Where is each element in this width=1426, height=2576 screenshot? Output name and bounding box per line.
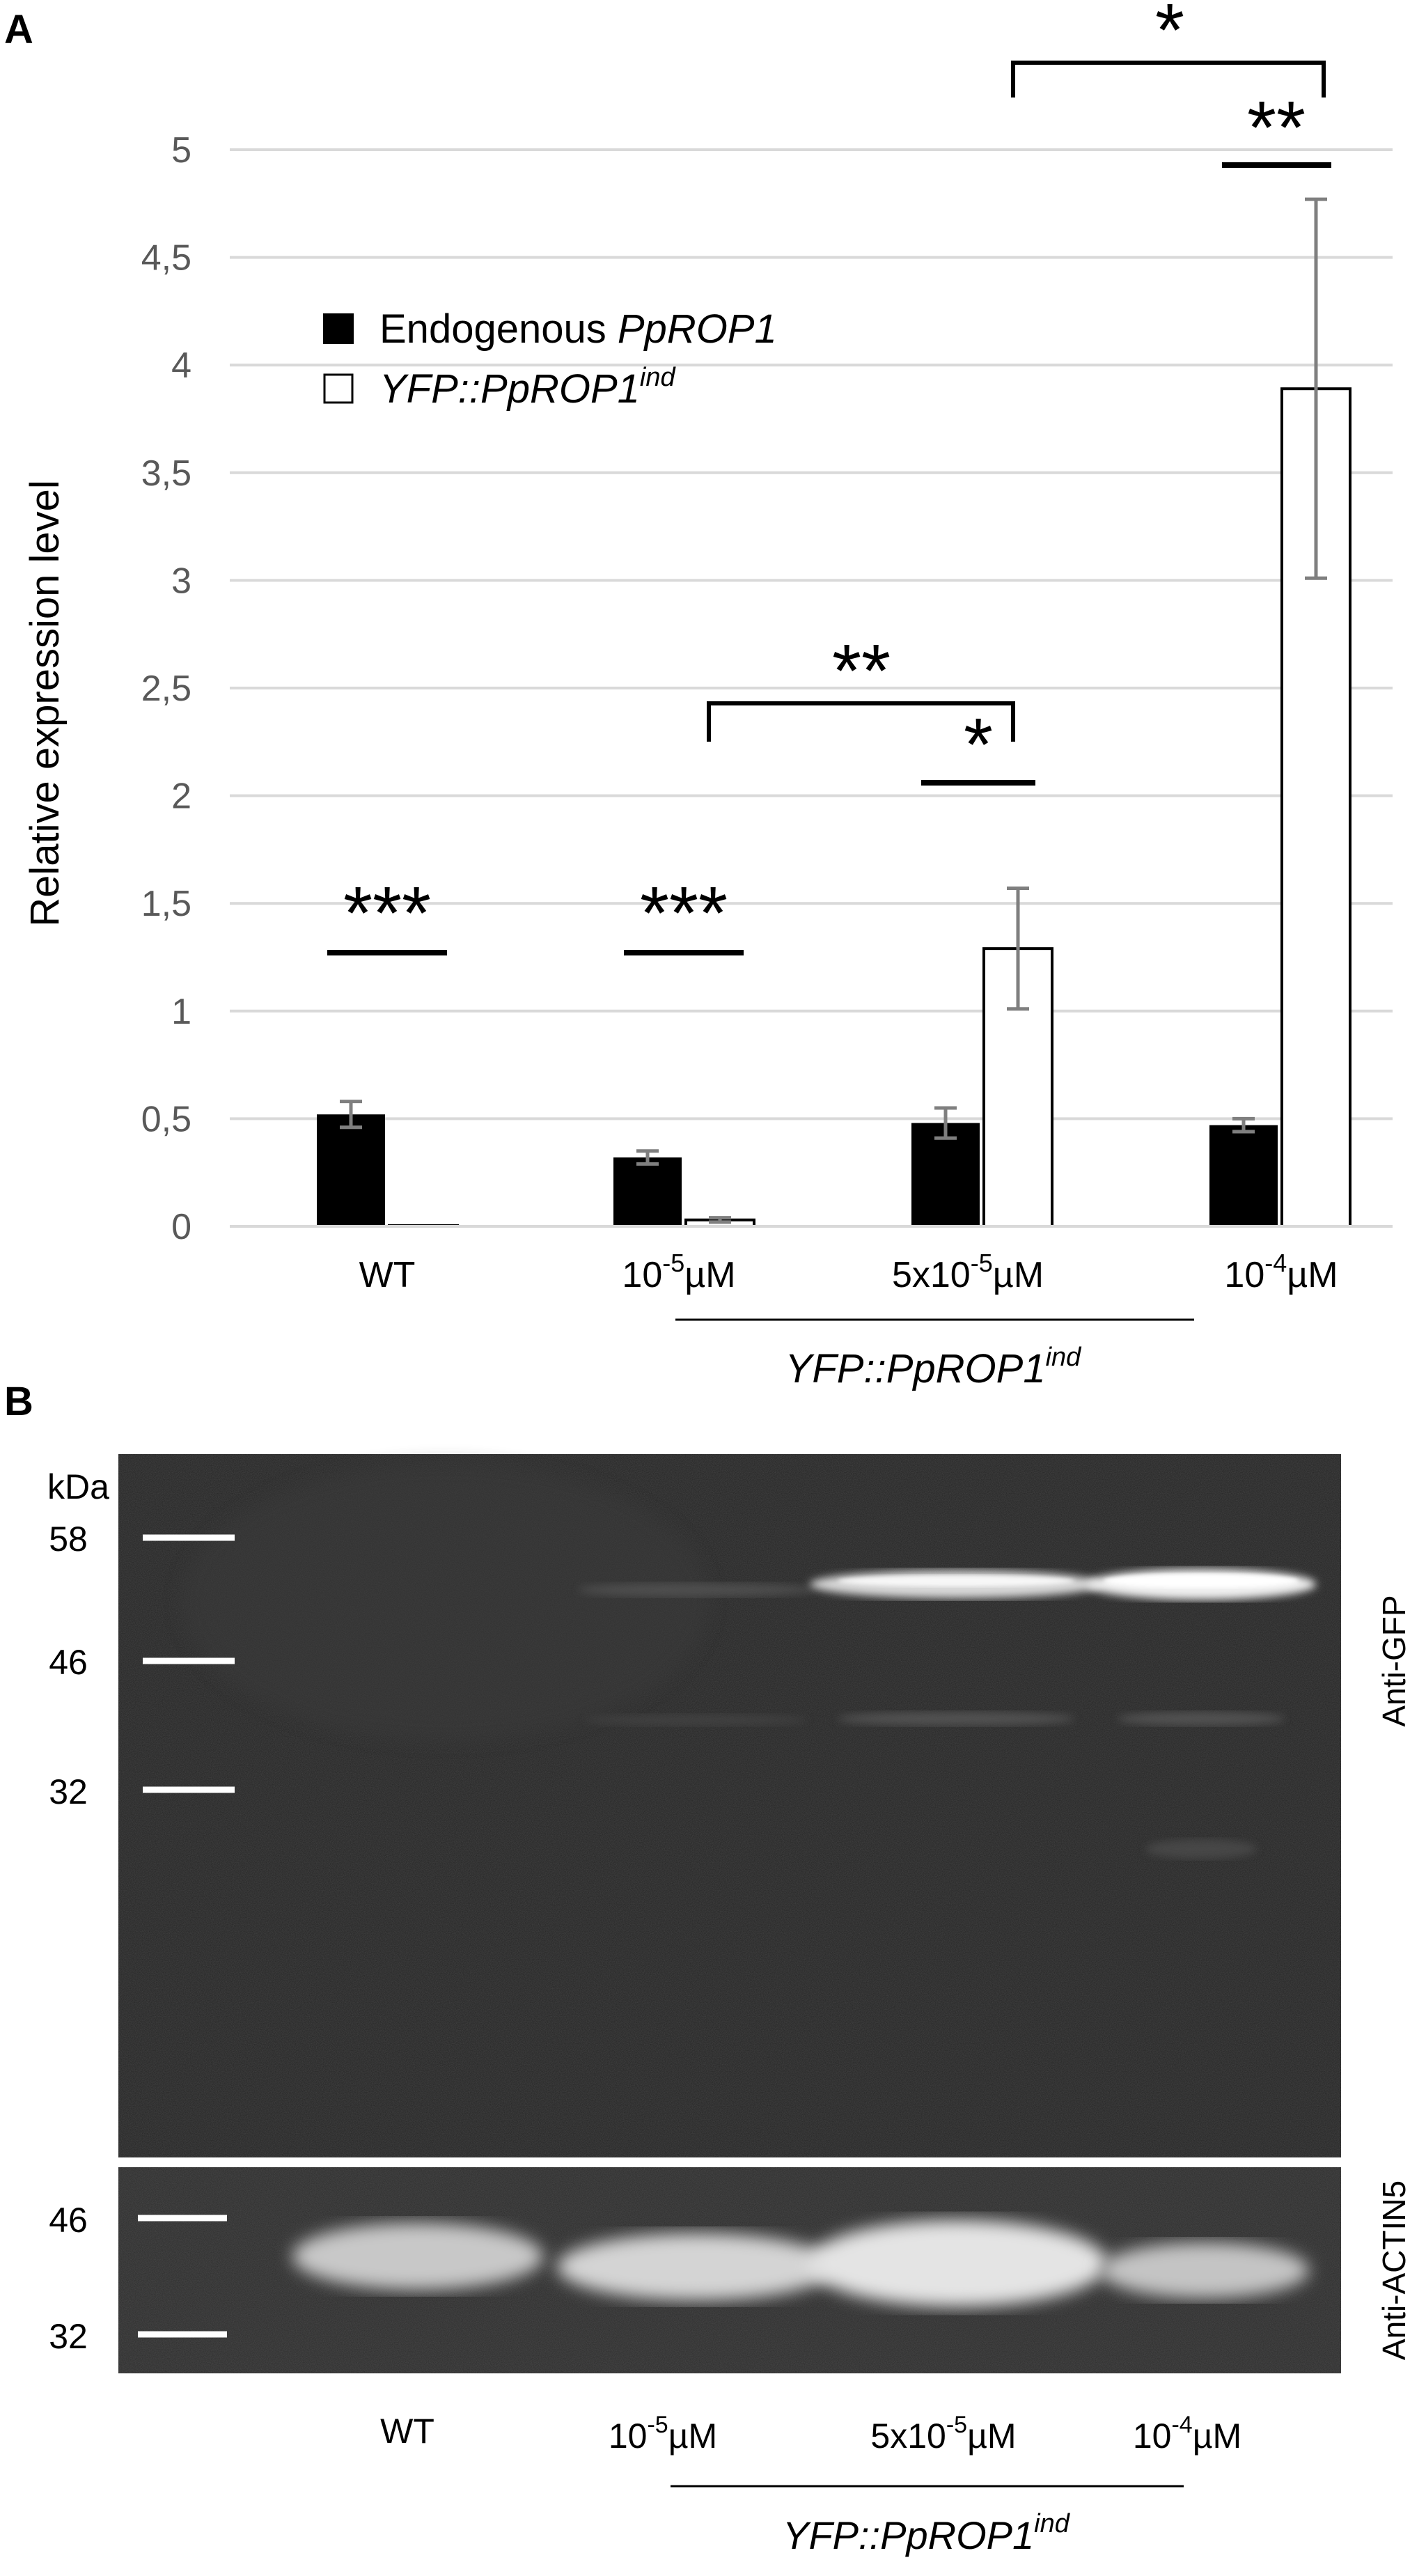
- error-bar-endogenous-0: [340, 1100, 362, 1130]
- sig-star-10-4: **: [1247, 85, 1306, 169]
- x-tick-label: 10-4µM: [1224, 1249, 1338, 1295]
- gridlines: [230, 148, 1393, 1121]
- gfp-blot-label: Anti-GFP: [1376, 1595, 1412, 1726]
- kda-label: kDa: [47, 1467, 109, 1506]
- legend-swatch-endogenous: [323, 313, 354, 344]
- gfp-band-10-5: [578, 1583, 815, 1597]
- group-label-a: YFP::PpROP1ind: [785, 1343, 1082, 1391]
- actin-blot-label: Anti-ACTIN5: [1376, 2180, 1412, 2360]
- x-tick-label: 10-5µM: [622, 1249, 735, 1295]
- panel-b-letter: B: [4, 1379, 33, 1424]
- y-tick-label: 3: [171, 561, 191, 601]
- bar-endogenous-0: [317, 1114, 385, 1226]
- error-bar-endogenous-2: [934, 1106, 957, 1140]
- error-bar-yfp-3: [1305, 197, 1327, 580]
- y-tick-labels: 0 0,5 1 1,5 2 2,5 3 3,5 4 4,5 5: [141, 130, 191, 1247]
- panel-a-letter: A: [4, 7, 33, 52]
- actin-band-10-5: [557, 2233, 836, 2300]
- y-tick-label: 4,5: [141, 238, 191, 279]
- y-axis-label: Relative expression level: [22, 480, 68, 927]
- y-tick-label: 5: [171, 130, 191, 171]
- gfp-marker-46: 46: [49, 1643, 88, 1682]
- lane-labels: WT 10-5µM 5x10-5µM 10-4µM: [380, 2412, 1241, 2456]
- legend-swatch-yfp: [323, 373, 354, 404]
- y-tick-label: 2,5: [141, 669, 191, 709]
- x-tick-label: WT: [359, 1255, 416, 1295]
- error-bar-endogenous-3: [1232, 1116, 1255, 1134]
- anti-gfp-blot: [118, 1454, 1341, 2157]
- sig-bracket-10-5-vs-5x10-5: [707, 701, 1015, 742]
- anti-actin5-blot: [118, 2167, 1341, 2373]
- legend: Endogenous PpROP1 YFP::PpROP1ind: [323, 306, 777, 412]
- group-label-b: YFP::PpROP1ind: [783, 2509, 1071, 2557]
- gfp-low-band-10-4: [1145, 1839, 1257, 1859]
- x-tick-labels: WT 10-5µM 5x10-5µM 10-4µM: [359, 1249, 1338, 1295]
- sig-star-5x10-5: *: [964, 702, 993, 786]
- y-tick-label: 2: [171, 776, 191, 817]
- bar-endogenous-2: [911, 1123, 980, 1226]
- sig-star-bracket-1: **: [832, 628, 891, 712]
- actin-marker-32: 32: [49, 2317, 88, 2356]
- legend-label-yfp: YFP::PpROP1ind: [379, 363, 676, 412]
- error-bar-yfp-1: [709, 1216, 731, 1224]
- gfp-marker-58: 58: [49, 1520, 88, 1559]
- y-tick-label: 1: [171, 992, 191, 1032]
- y-tick-label: 0: [171, 1207, 191, 1247]
- actin-band-10-4: [1100, 2242, 1309, 2298]
- sig-bracket-5x10-5-vs-10-4: [1011, 61, 1326, 97]
- gfp-minor-band-10-4: [1118, 1712, 1285, 1726]
- x-tick-label: 5x10-5µM: [892, 1249, 1044, 1295]
- bars: [317, 387, 1351, 1228]
- gfp-band-5x10-5-core: [838, 1575, 1074, 1586]
- significance-annotations: *** *** * ** ** *: [327, 0, 1331, 955]
- error-bar-yfp-2: [1007, 887, 1029, 1011]
- gfp-minor-band-5x10-5: [838, 1712, 1074, 1726]
- bar-endogenous-3: [1209, 1125, 1278, 1226]
- y-tick-label: 0,5: [141, 1099, 191, 1139]
- legend-label-endogenous: Endogenous PpROP1: [379, 306, 777, 352]
- error-bars: [340, 197, 1327, 1224]
- y-tick-label: 1,5: [141, 884, 191, 924]
- actin-band-5x10-5: [808, 2220, 1107, 2306]
- y-tick-label: 3,5: [141, 453, 191, 494]
- lane-label-5x10-5: 5x10-5µM: [870, 2412, 1016, 2456]
- actin-marker-46: 46: [49, 2201, 88, 2240]
- y-tick-label: 4: [171, 345, 191, 386]
- sig-star-wt: ***: [343, 871, 431, 955]
- lane-label-wt: WT: [380, 2412, 434, 2451]
- gfp-blot-haze: [181, 1462, 710, 1741]
- gfp-band-10-4-core: [1104, 1574, 1299, 1588]
- lane-label-10-5: 10-5µM: [609, 2412, 717, 2456]
- gfp-marker-32: 32: [49, 1772, 88, 1811]
- sig-star-10-5: ***: [640, 871, 728, 955]
- error-bar-endogenous-1: [636, 1149, 659, 1166]
- gfp-minor-band-10-5: [585, 1715, 808, 1726]
- actin-band-wt: [292, 2223, 543, 2290]
- bar-endogenous-1: [613, 1157, 682, 1226]
- sig-star-bracket-2: *: [1155, 0, 1184, 72]
- lane-label-10-4: 10-4µM: [1133, 2412, 1241, 2456]
